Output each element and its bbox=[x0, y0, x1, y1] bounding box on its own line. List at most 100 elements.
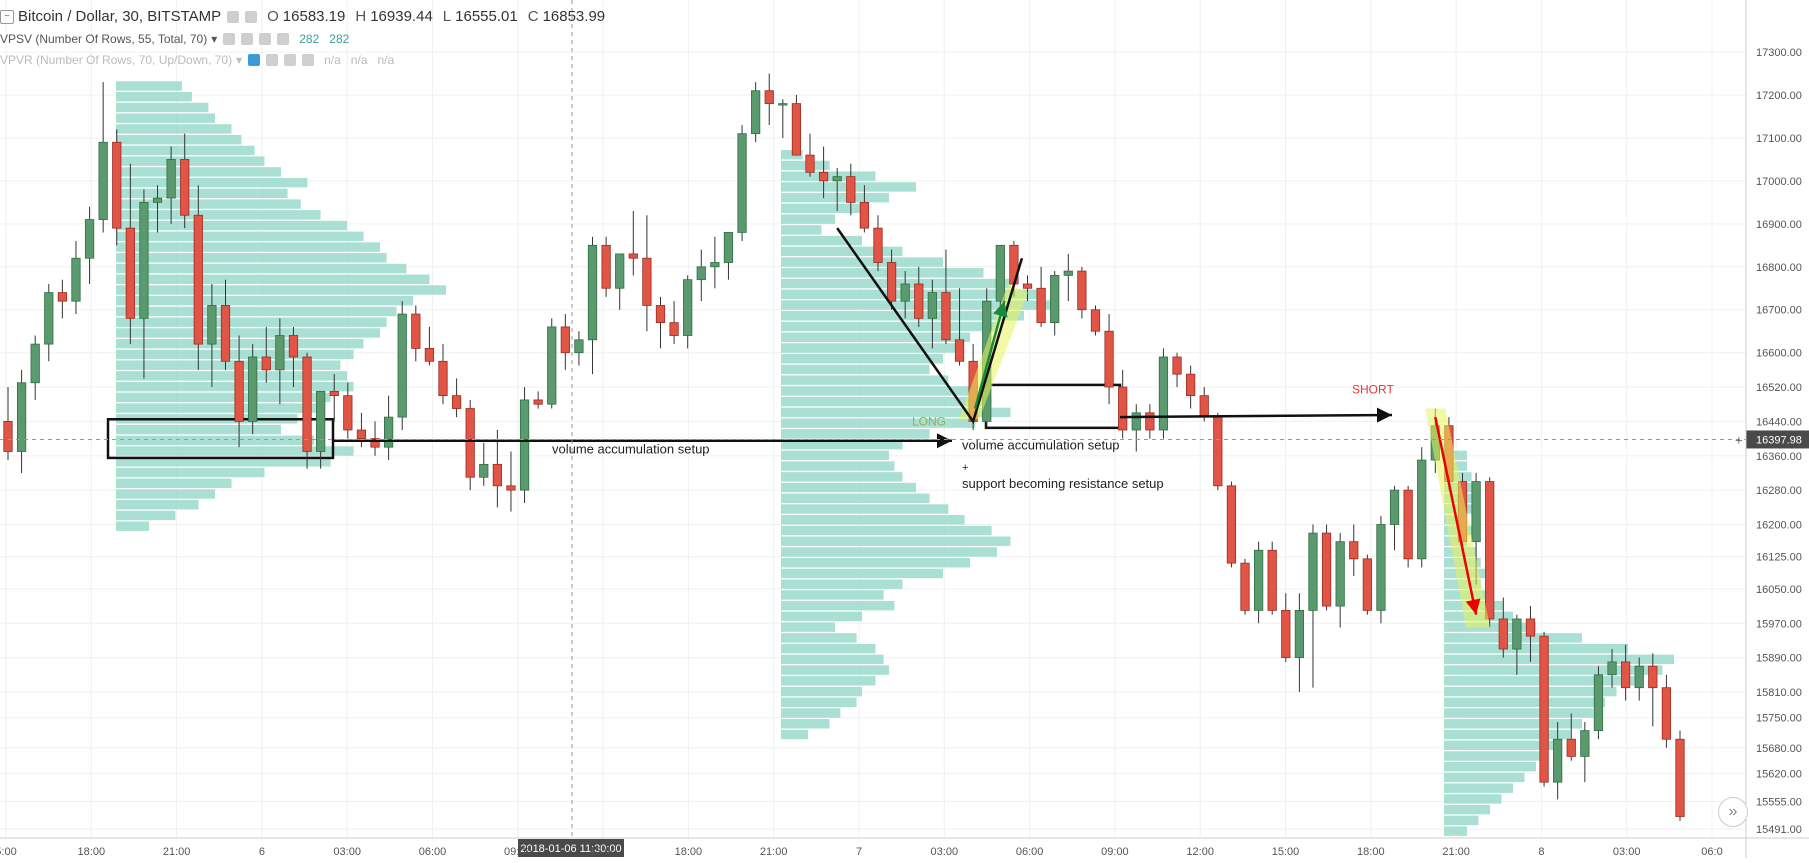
candle bbox=[574, 331, 584, 366]
candle-body bbox=[1281, 609, 1291, 659]
volume-profile-bar bbox=[116, 263, 407, 274]
candle-body bbox=[84, 219, 95, 259]
candle bbox=[1036, 266, 1046, 327]
volume-profile-bar bbox=[781, 429, 930, 439]
minus-square-icon[interactable]: − bbox=[0, 9, 14, 24]
vpvr-legend[interactable]: VPVR (Number Of Rows, 70, Up/Down, 70) ▾… bbox=[0, 53, 394, 67]
candle-body bbox=[506, 485, 516, 491]
volume-profile-bar bbox=[781, 515, 965, 525]
candle bbox=[954, 288, 965, 366]
candle bbox=[900, 271, 910, 319]
volume-profile-bar bbox=[781, 600, 895, 611]
plus-icon[interactable] bbox=[284, 54, 297, 66]
candle-body bbox=[1213, 416, 1223, 487]
candle bbox=[655, 296, 666, 349]
candle bbox=[3, 387, 13, 461]
candle-body bbox=[193, 214, 203, 345]
y-tick-label: 16440.00 bbox=[1756, 416, 1802, 428]
candle-body bbox=[1090, 309, 1101, 332]
candle-body bbox=[112, 141, 122, 229]
candle-body bbox=[1362, 558, 1372, 611]
dropdown-arrow-icon[interactable]: ▾ bbox=[236, 53, 243, 67]
candle-body bbox=[1131, 412, 1141, 431]
candle bbox=[220, 279, 231, 370]
candle bbox=[1634, 657, 1644, 701]
candle bbox=[1104, 314, 1114, 405]
candle bbox=[84, 206, 95, 284]
x-tick-label: 06:00 bbox=[1016, 846, 1044, 858]
candle-body bbox=[846, 176, 856, 203]
candle bbox=[886, 249, 897, 310]
volume-profile-bar bbox=[781, 461, 895, 471]
volume-profile-bar bbox=[781, 622, 835, 632]
candle bbox=[180, 133, 190, 229]
volume-profile-bar bbox=[116, 392, 331, 403]
candle bbox=[1090, 305, 1101, 336]
settings-icon[interactable] bbox=[266, 54, 279, 66]
candle bbox=[1621, 644, 1631, 701]
volume-profile-bar bbox=[116, 435, 314, 446]
candle bbox=[44, 283, 54, 362]
eye-icon[interactable] bbox=[223, 33, 236, 45]
volume-profile-bar bbox=[1444, 665, 1663, 675]
vpsv-legend[interactable]: VPSV (Number Of Rows, 55, Total, 70) ▾ 2… bbox=[0, 32, 349, 46]
setup-box-left bbox=[106, 418, 335, 460]
volume-profile-bar bbox=[1444, 643, 1628, 654]
candle-body bbox=[275, 335, 285, 371]
candle-body bbox=[1566, 738, 1576, 757]
short-highlight bbox=[1425, 408, 1491, 628]
candle bbox=[1213, 412, 1223, 491]
plus-icon[interactable] bbox=[259, 33, 272, 45]
candle bbox=[696, 249, 706, 302]
eye-icon[interactable] bbox=[227, 10, 240, 23]
volume-profile-bar bbox=[116, 371, 347, 381]
candle bbox=[139, 189, 149, 379]
candle bbox=[1498, 597, 1508, 658]
volume-profile-bar bbox=[781, 579, 903, 589]
vpvr-value-2: n/a bbox=[350, 53, 368, 67]
volume-profile-bar bbox=[116, 424, 281, 435]
volume-profile-bar bbox=[1444, 740, 1559, 750]
settings-icon[interactable] bbox=[245, 10, 258, 23]
candle-body bbox=[1172, 356, 1182, 375]
settings-icon[interactable] bbox=[241, 33, 254, 45]
y-tick-label: 16520.00 bbox=[1756, 382, 1802, 394]
volume-profile-bar bbox=[781, 568, 943, 579]
volume-profile-bar bbox=[116, 446, 354, 456]
volume-profile-bar bbox=[116, 231, 364, 242]
vpsv-name: VPSV (Number Of Rows, 55, Total, 70) bbox=[0, 32, 208, 46]
y-tick-label: 16800.00 bbox=[1756, 262, 1802, 274]
volume-profile-bar bbox=[116, 156, 265, 166]
candle-body bbox=[3, 421, 13, 452]
candle bbox=[1226, 481, 1237, 568]
close-icon[interactable] bbox=[277, 33, 290, 45]
candle bbox=[832, 168, 842, 211]
candle-body bbox=[220, 305, 231, 362]
eye-icon[interactable] bbox=[248, 54, 261, 66]
candle-body bbox=[1267, 549, 1277, 611]
candle bbox=[506, 451, 516, 512]
volume-profile-bar bbox=[1444, 826, 1467, 836]
candle bbox=[207, 283, 217, 388]
y-tick-label: 17200.00 bbox=[1756, 90, 1802, 102]
volume-profile-bar bbox=[781, 353, 943, 364]
volume-profile-bar bbox=[781, 321, 997, 332]
candle-body bbox=[601, 244, 611, 289]
crosshair-time-label: 2018-01-06 11:30:00 bbox=[520, 843, 621, 855]
candle bbox=[288, 326, 299, 388]
candle bbox=[384, 395, 394, 461]
volume-profile-bar bbox=[116, 338, 364, 349]
vpvr-value-1: n/a bbox=[324, 53, 341, 67]
dropdown-arrow-icon[interactable]: ▾ bbox=[211, 32, 218, 46]
candle-body bbox=[30, 343, 40, 384]
scroll-to-realtime-button[interactable]: » bbox=[1718, 797, 1748, 827]
candle-body bbox=[547, 326, 557, 405]
annotation-left-setup: volume accumulation setup bbox=[552, 442, 710, 457]
close-icon[interactable] bbox=[302, 54, 315, 66]
annotation-plus: + bbox=[962, 462, 968, 474]
volume-profile-bar bbox=[116, 92, 192, 102]
volume-profile-bar bbox=[1444, 708, 1594, 718]
candle-body bbox=[587, 244, 598, 341]
